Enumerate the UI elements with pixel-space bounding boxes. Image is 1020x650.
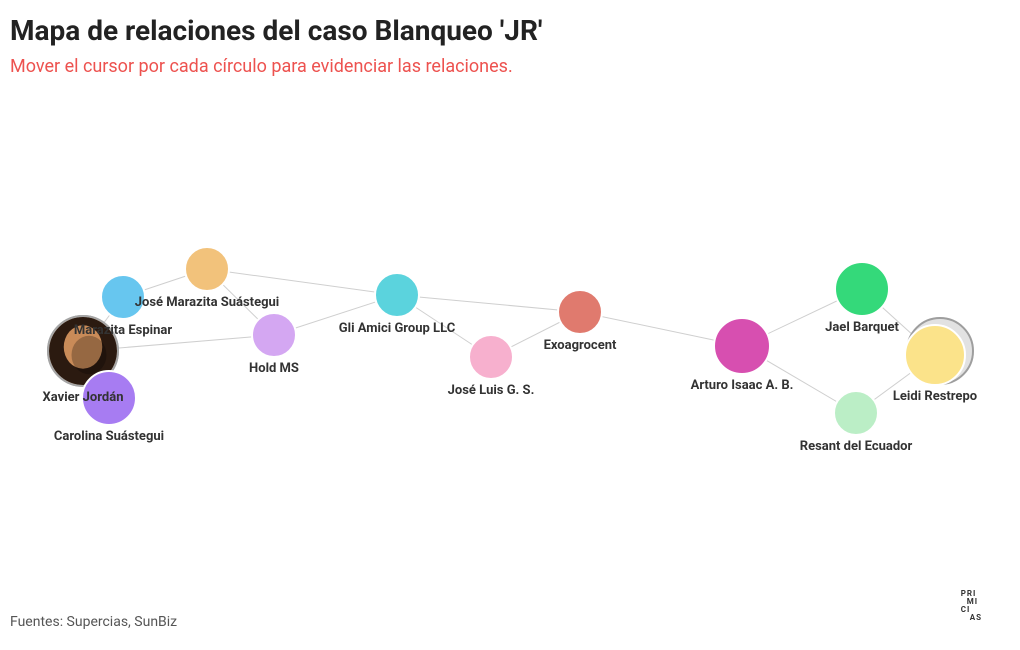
node-arturo[interactable] [714,318,770,374]
node-gli[interactable] [375,273,419,317]
node-label: Resant del Ecuador [800,439,913,454]
node-label: José Luis G. S. [448,383,535,398]
source-footer: Fuentes: Supercias, SunBiz [10,614,177,630]
node-leidi[interactable] [905,325,965,385]
node-label: Hold MS [249,361,299,376]
edge [397,295,580,312]
node-label: Leidi Restrepo [893,389,977,404]
network-canvas: Mapa de relaciones del caso Blanqueo 'JR… [0,0,1020,650]
primicias-logo: PRI MICI AS [961,590,982,622]
node-label: Arturo Isaac A. B. [691,378,794,393]
node-label: Marazita Espinar [74,323,172,338]
node-label: José Marazita Suástegui [135,295,280,310]
node-label: Gli Amici Group LLC [339,321,455,336]
node-resant[interactable] [834,391,878,435]
node-hold[interactable] [252,313,296,357]
node-label: Xavier Jordán [43,390,124,405]
node-label: Exoagrocent [544,338,617,353]
node-jael[interactable] [835,262,889,316]
node-jose_ls[interactable] [469,335,513,379]
node-label: Jael Barquet [825,320,899,335]
node-jose_ms[interactable] [185,247,229,291]
node-exo[interactable] [558,290,602,334]
edge [207,269,397,295]
node-label: Carolina Suástegui [54,429,164,444]
